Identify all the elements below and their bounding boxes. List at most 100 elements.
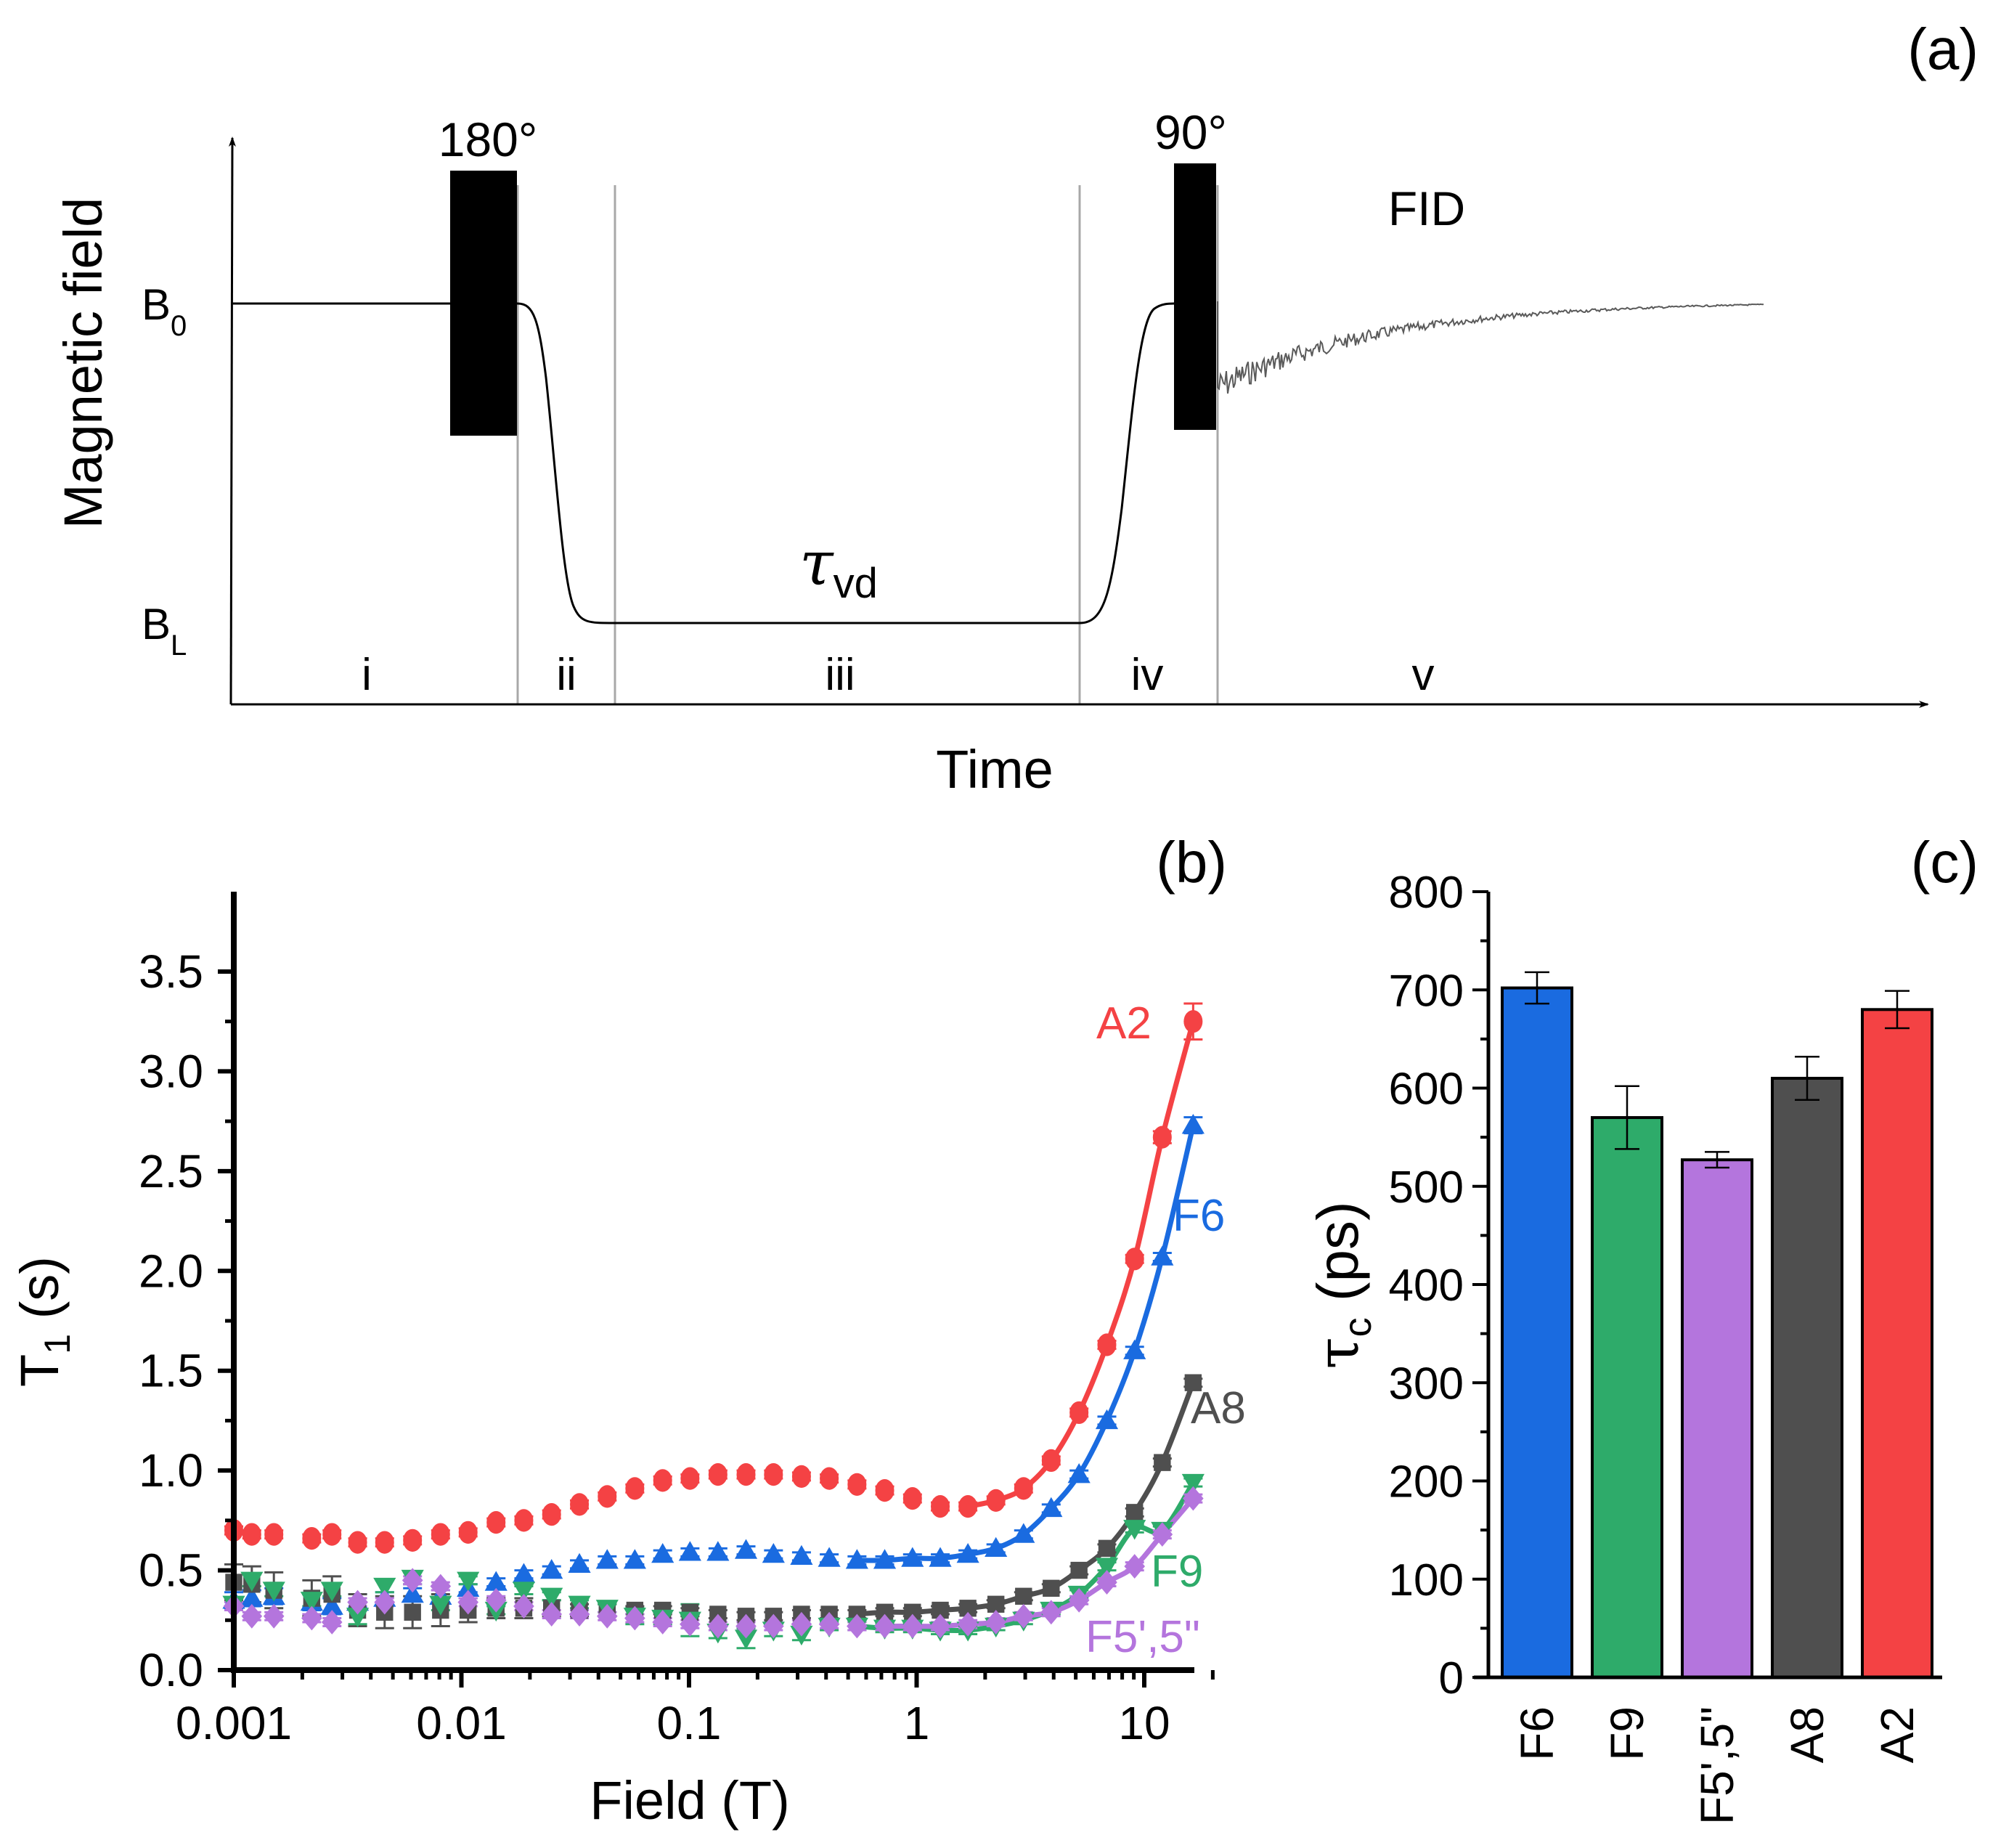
data-point-a2 — [375, 1531, 394, 1554]
data-point-f6 — [762, 1542, 785, 1563]
data-point-f55 — [485, 1587, 507, 1613]
data-point-f9 — [240, 1571, 264, 1592]
series-label-1: F6 — [1173, 1191, 1225, 1241]
y-tick-label: 1.5 — [139, 1345, 203, 1397]
data-point-f6 — [320, 1595, 343, 1615]
data-point-f9 — [429, 1595, 452, 1616]
data-point-a2 — [708, 1463, 727, 1486]
data-point-f6 — [678, 1541, 701, 1561]
data-point-a2 — [902, 1487, 922, 1510]
data-point-f55 — [985, 1610, 1006, 1635]
x-category-label: A8 — [1781, 1706, 1833, 1763]
bar-f6 — [1501, 986, 1573, 1680]
data-point-f55 — [707, 1613, 729, 1639]
segment-label-iv: iv — [1131, 650, 1164, 700]
data-point-f9 — [457, 1571, 480, 1592]
data-point-f6 — [401, 1582, 424, 1603]
panel-c-tau-c-bars: (c) F6 F9 F5',5" A8 A2 0 100 200 300 400 500 600 700… — [1304, 830, 1978, 1825]
data-point-f55 — [680, 1611, 701, 1637]
data-point-f6 — [901, 1547, 924, 1567]
data-point-a8 — [1043, 1579, 1060, 1597]
x-tick-label: 0.01 — [416, 1697, 507, 1749]
series-label-3: F9 — [1151, 1547, 1203, 1597]
data-point-f55 — [1183, 1486, 1204, 1511]
data-point-f55 — [513, 1594, 534, 1619]
panel-b-x-axis-title: Field (T) — [590, 1770, 789, 1831]
data-point-f6 — [651, 1542, 674, 1563]
data-point-f55 — [791, 1611, 812, 1637]
data-point-a8 — [987, 1595, 1005, 1613]
data-point-f55 — [929, 1613, 951, 1639]
data-point-a8 — [1154, 1454, 1171, 1471]
data-point-a2 — [820, 1467, 839, 1490]
data-point-a2 — [680, 1467, 700, 1490]
data-point-f6 — [240, 1587, 264, 1607]
data-point-a8 — [1070, 1561, 1088, 1579]
data-point-f55 — [374, 1589, 396, 1615]
data-point-a2 — [1125, 1247, 1144, 1271]
data-point-f6 — [873, 1549, 897, 1569]
data-point-f6 — [706, 1541, 730, 1561]
data-point-f55 — [347, 1589, 368, 1615]
panel-b-t1-dispersion: (b) 0.0 0.5 1.0 1.5 2.0 2.5 3.0 3.5 0.001 0.01 0.1… — [9, 830, 1246, 1831]
data-point-f55 — [902, 1613, 924, 1639]
data-point-a2 — [322, 1523, 342, 1546]
data-point-a2 — [486, 1511, 506, 1534]
segment-label-i: i — [362, 650, 372, 700]
panel-a-x-axis-title: Time — [936, 739, 1053, 799]
data-point-a2 — [1014, 1477, 1033, 1500]
data-point-a2 — [1152, 1126, 1172, 1149]
data-point-f9 — [262, 1582, 285, 1602]
data-point-f6 — [845, 1549, 868, 1569]
panel-a-pulse-sequence: (a) 180° 90° FID τvd B0 BL Magnetic fiel… — [53, 17, 1978, 799]
segment-label-ii: ii — [556, 650, 576, 700]
y-tick-label: 2.5 — [139, 1145, 203, 1197]
panel-c-label: (c) — [1911, 830, 1978, 895]
data-point-f9 — [734, 1629, 758, 1650]
x-category-label: F5',5" — [1691, 1706, 1743, 1825]
data-point-f6 — [818, 1547, 841, 1567]
data-point-f55 — [596, 1603, 618, 1629]
b0-label: B0 — [142, 280, 187, 342]
data-point-a2 — [431, 1523, 450, 1546]
data-point-a2 — [403, 1529, 423, 1552]
data-point-a2 — [242, 1523, 261, 1546]
data-point-f6 — [1012, 1523, 1035, 1543]
y-tick-label: 500 — [1389, 1163, 1464, 1213]
data-point-a2 — [542, 1503, 561, 1526]
data-point-f9 — [300, 1592, 323, 1612]
data-point-f55 — [874, 1613, 895, 1639]
segment-label-v: v — [1412, 650, 1435, 700]
data-point-a2 — [264, 1523, 284, 1546]
pulse-90 — [1174, 163, 1216, 430]
data-point-f55 — [1152, 1522, 1173, 1547]
data-point-a2 — [570, 1493, 590, 1516]
data-point-a2 — [625, 1477, 645, 1500]
data-point-f55 — [1040, 1600, 1062, 1625]
segment-label-iii: iii — [825, 650, 855, 700]
pulse-90-label: 90° — [1154, 105, 1227, 159]
data-point-f55 — [1013, 1603, 1035, 1629]
y-tick-label: 200 — [1389, 1457, 1464, 1507]
data-point-f55 — [1096, 1570, 1117, 1595]
bl-label: BL — [142, 600, 187, 662]
bar-error-bar — [1795, 1055, 1819, 1101]
data-point-a2 — [764, 1463, 783, 1486]
data-point-f55 — [568, 1602, 590, 1627]
data-point-a2 — [1183, 1010, 1203, 1033]
series-label-2: A8 — [1191, 1383, 1246, 1433]
x-category-label: F6 — [1511, 1706, 1563, 1761]
data-point-f6 — [623, 1549, 646, 1569]
fid-label: FID — [1388, 182, 1465, 235]
data-point-a2 — [791, 1465, 811, 1488]
bar-a2 — [1861, 1008, 1933, 1680]
data-point-f55 — [624, 1605, 645, 1631]
data-point-f6 — [1181, 1114, 1205, 1134]
data-point-f9 — [373, 1577, 396, 1598]
data-point-a8 — [1098, 1539, 1116, 1558]
data-point-a2 — [653, 1469, 672, 1492]
data-point-a2 — [986, 1489, 1006, 1512]
data-point-a8 — [1126, 1504, 1144, 1521]
panel-a-label: (a) — [1907, 17, 1978, 81]
data-point-f6 — [1095, 1409, 1119, 1430]
